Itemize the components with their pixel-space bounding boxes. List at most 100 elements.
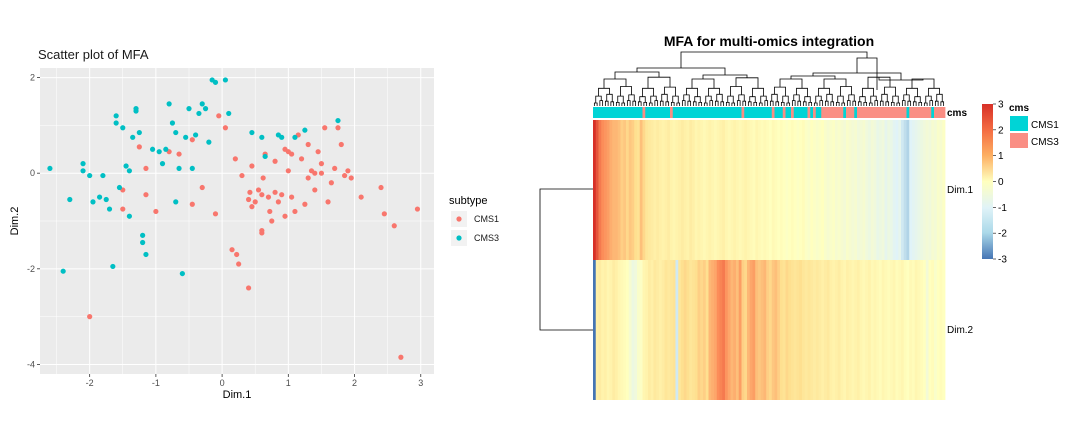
heatmap-cell-dim1 <box>675 120 679 260</box>
point-cms1 <box>391 223 397 229</box>
dendrogram-link <box>709 100 714 106</box>
annotation-cell <box>670 107 674 118</box>
point-cms3 <box>110 263 116 270</box>
point-cms3 <box>302 127 308 133</box>
heatmap-cell-dim1 <box>931 120 935 260</box>
annotation-cell <box>681 107 685 118</box>
dendrogram-link <box>670 102 675 106</box>
annotation-cell <box>692 107 696 118</box>
annotation-cell <box>771 107 775 118</box>
point-cms3 <box>156 149 162 155</box>
heatmap-cell-dim1 <box>598 120 602 260</box>
dendrogram-link <box>614 71 660 79</box>
dendrogram-link <box>826 93 833 102</box>
point-cms1 <box>315 149 321 155</box>
y-tick-label: 0 <box>30 168 35 178</box>
heatmap-cell-dim1 <box>634 120 638 260</box>
heatmap-chart: MFA for multi-omics integration cms Dim.… <box>539 33 1059 400</box>
row-label-dim2: Dim.2 <box>947 325 974 336</box>
point-cms1 <box>120 206 126 212</box>
heatmap-cell-dim2 <box>612 260 616 400</box>
heatmap-cell-dim2 <box>653 260 657 400</box>
scatter-chart: Scatter plot of MFA -2 -1 0 1 2 3 2 0 -2 -4 Dim.… <box>9 47 499 401</box>
point-cms3 <box>106 206 113 212</box>
heatmap-cell-dim1 <box>799 120 803 260</box>
dendrogram-link <box>823 78 847 89</box>
heatmap-cell-dim1 <box>593 120 597 260</box>
heatmap-cell-dim1 <box>645 120 649 260</box>
heatmap-cell-dim2 <box>813 260 817 400</box>
annotation-cell <box>780 107 784 118</box>
heatmap-cell-dim2 <box>648 260 652 400</box>
dendrogram-link <box>595 95 602 103</box>
heatmap-cell-dim1 <box>601 120 605 260</box>
point-cms1 <box>176 151 182 157</box>
heatmap-cell-dim1 <box>612 120 616 260</box>
dendrogram-link <box>604 100 609 106</box>
heatmap-cell-dim1 <box>752 120 756 260</box>
annotation-cell <box>854 107 858 118</box>
heatmap-cell-dim2 <box>829 260 833 400</box>
dendrogram-link <box>680 51 868 68</box>
dendrogram-link <box>907 100 912 106</box>
annotation-cell <box>609 107 613 118</box>
annotation-cell <box>848 107 852 118</box>
point-cms1 <box>247 189 253 195</box>
heatmap-cell-dim1 <box>727 120 731 260</box>
y-tick-label: -4 <box>27 359 35 369</box>
heatmap-cell-dim2 <box>818 260 822 400</box>
heatmap-cell-dim2 <box>936 260 940 400</box>
heatmap-cell-dim2 <box>802 260 806 400</box>
heatmap-cell-dim2 <box>766 260 770 400</box>
heatmap-cell-dim2 <box>925 260 929 400</box>
heatmap-cell-dim1 <box>835 120 839 260</box>
scatter-legend: subtype CMS1 CMS3 <box>449 195 499 246</box>
heatmap-cell-dim2 <box>903 260 907 400</box>
heatmap-cell-dim1 <box>758 120 762 260</box>
annotation-cell <box>634 107 638 118</box>
heatmap-cell-dim2 <box>711 260 715 400</box>
annotation-cell <box>846 107 850 118</box>
point-cms1 <box>272 189 278 195</box>
y-tick-label: -2 <box>27 264 35 274</box>
annotation-cell <box>694 107 698 118</box>
heatmap-cell-dim1 <box>879 120 883 260</box>
heatmap-cell-dim2 <box>749 260 753 400</box>
annotation-cell <box>851 107 855 118</box>
point-cms1 <box>289 194 295 200</box>
dendrogram-link <box>774 86 786 97</box>
point-cms3 <box>140 239 146 246</box>
dendrogram-link <box>824 100 829 106</box>
annotation-legend-label-cms1: CMS1 <box>1031 120 1059 131</box>
point-cms3 <box>87 172 93 179</box>
heatmap-cell-dim2 <box>769 260 773 400</box>
heatmap-cell-dim1 <box>716 120 720 260</box>
dendrogram-link <box>837 95 844 103</box>
heatmap-cell-dim1 <box>829 120 833 260</box>
point-cms1 <box>269 218 275 224</box>
heatmap-cell-dim1 <box>763 120 767 260</box>
annotation-cell <box>813 107 817 118</box>
point-cms3 <box>189 165 195 172</box>
heatmap-cell-dim1 <box>909 120 913 260</box>
dendrogram-link <box>771 93 778 102</box>
heatmap-cell-dim2 <box>661 260 665 400</box>
colorbar-tick-label: -3 <box>998 255 1007 266</box>
annotation-cell <box>631 107 635 118</box>
point-cms1 <box>378 184 384 191</box>
point-cms1 <box>153 208 159 215</box>
dendrogram-link <box>714 100 719 106</box>
heatmap-colorbar: 3 2 1 0 -1 -2 -3 <box>982 100 1007 266</box>
heatmap-cell-dim1 <box>782 120 786 260</box>
point-cms1 <box>305 141 311 148</box>
point-cms1 <box>245 285 252 291</box>
heatmap-cell-dim1 <box>942 120 946 260</box>
heatmap-cell-dim2 <box>884 260 888 400</box>
dendrogram-link <box>819 100 824 106</box>
annotation-cell <box>758 107 762 118</box>
heatmap-cell-dim1 <box>906 120 910 260</box>
annotation-cell <box>898 107 902 118</box>
heatmap-cell-dim2 <box>832 260 836 400</box>
y-tick-label: 2 <box>30 73 35 83</box>
annotation-cell <box>722 107 726 118</box>
